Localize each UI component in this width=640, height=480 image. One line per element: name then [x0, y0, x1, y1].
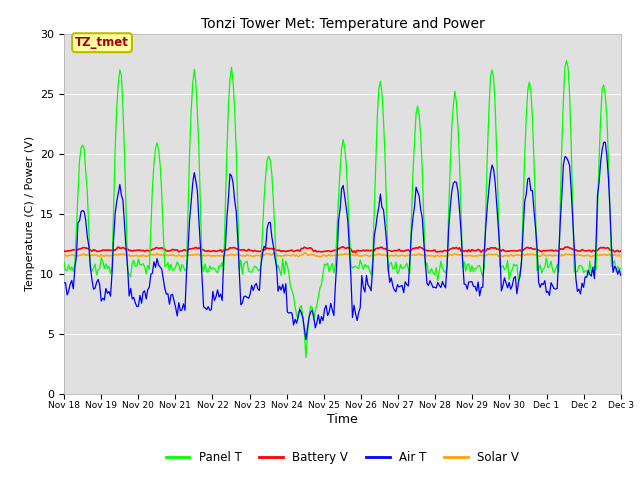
X-axis label: Time: Time [327, 413, 358, 426]
Text: TZ_tmet: TZ_tmet [75, 36, 129, 49]
Legend: Panel T, Battery V, Air T, Solar V: Panel T, Battery V, Air T, Solar V [161, 446, 524, 469]
Y-axis label: Temperature (C) / Power (V): Temperature (C) / Power (V) [24, 136, 35, 291]
Title: Tonzi Tower Met: Temperature and Power: Tonzi Tower Met: Temperature and Power [200, 17, 484, 31]
